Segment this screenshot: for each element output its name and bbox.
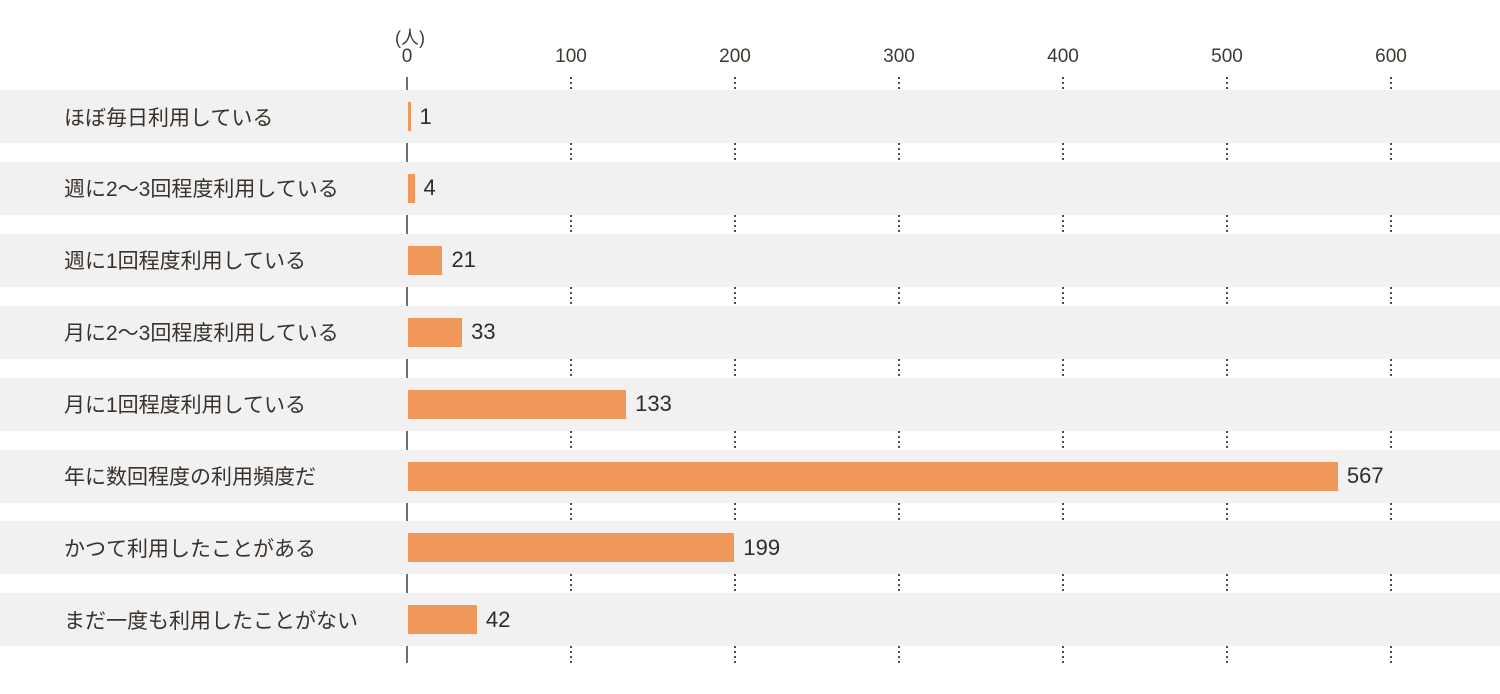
- gridline-dotted-segment: [570, 502, 572, 522]
- value-label: 133: [635, 391, 672, 417]
- x-tick-label: 200: [719, 46, 751, 67]
- gridline-dotted-segment: [1390, 646, 1392, 663]
- x-tick-label: 100: [555, 46, 587, 67]
- chart-row: 週に1回程度利用している: [0, 233, 1500, 287]
- gridline-dotted-segment: [734, 358, 736, 378]
- gridline-dotted-segment: [570, 358, 572, 378]
- bar: [408, 533, 735, 563]
- x-tick-label: 0: [401, 46, 413, 67]
- chart-row: 週に2〜3回程度利用している: [0, 161, 1500, 215]
- chart-row: ほぼ毎日利用している: [0, 90, 1500, 143]
- gridline-dotted-segment: [1390, 214, 1392, 234]
- gridline-dotted-segment: [898, 430, 900, 450]
- bar: [408, 245, 443, 275]
- gridline-dotted-segment: [1226, 646, 1228, 663]
- gridline-dotted-segment: [734, 143, 736, 162]
- category-label: 週に2〜3回程度利用している: [64, 178, 339, 202]
- bar: [408, 317, 463, 347]
- gridline-dotted-segment: [570, 574, 572, 594]
- gridline-dotted-segment: [1062, 214, 1064, 234]
- value-label: 4: [423, 175, 436, 201]
- x-tick-label: 400: [1047, 46, 1079, 67]
- gridline-dotted-segment: [1226, 286, 1228, 306]
- value-label: 1: [419, 103, 432, 129]
- value-label: 21: [451, 247, 476, 273]
- bar: [408, 173, 415, 203]
- gridline-dotted-segment: [570, 143, 572, 162]
- bar: [408, 102, 411, 131]
- category-label: 月に1回程度利用している: [64, 394, 307, 418]
- value-label: 42: [485, 606, 511, 632]
- gridline-dotted-segment: [1062, 430, 1064, 450]
- gridline-dotted-segment: [1226, 77, 1228, 90]
- chart-row: かつて利用したことがある: [0, 521, 1500, 575]
- gridline-dotted-segment: [734, 646, 736, 663]
- gridline-dotted-segment: [734, 430, 736, 450]
- category-label: ほぼ毎日利用している: [64, 106, 274, 130]
- gridline-dotted-segment: [1062, 574, 1064, 594]
- category-label: 週に1回程度利用している: [64, 250, 307, 274]
- gridline-dotted-segment: [734, 286, 736, 306]
- gridline-dotted-segment: [1062, 77, 1064, 90]
- gridline-dotted-segment: [898, 214, 900, 234]
- gridline-dotted-segment: [1062, 502, 1064, 522]
- gridline-dotted-segment: [1226, 143, 1228, 162]
- gridline-dotted-segment: [898, 286, 900, 306]
- gridline-dotted-segment: [1390, 143, 1392, 162]
- gridline-dotted-segment: [898, 77, 900, 90]
- gridline-dotted-segment: [1390, 358, 1392, 378]
- x-tick-label: 600: [1375, 46, 1407, 67]
- gridline-dotted-segment: [1062, 286, 1064, 306]
- chart-row: 月に2〜3回程度利用している: [0, 305, 1500, 359]
- gridline-dotted-segment: [1226, 502, 1228, 522]
- gridline-dotted-segment: [570, 646, 572, 663]
- gridline-dotted-segment: [570, 286, 572, 306]
- gridline-dotted-segment: [1390, 77, 1392, 90]
- gridline-dotted-segment: [734, 77, 736, 90]
- gridline-dotted-segment: [1390, 286, 1392, 306]
- gridline-dotted-segment: [1226, 430, 1228, 450]
- chart-row: 月に1回程度利用している: [0, 377, 1500, 431]
- gridline-dotted-segment: [898, 143, 900, 162]
- bar: [408, 389, 627, 419]
- gridline-dotted-segment: [570, 214, 572, 234]
- gridline-dotted-segment: [898, 574, 900, 594]
- gridline-dotted-segment: [898, 358, 900, 378]
- gridline-dotted-segment: [734, 502, 736, 522]
- gridline-dotted-segment: [898, 646, 900, 663]
- bar: [408, 461, 1338, 491]
- category-label: かつて利用したことがある: [64, 537, 316, 561]
- gridline-dotted-segment: [1390, 502, 1392, 522]
- zero-axis-line: [406, 77, 408, 663]
- value-label: 33: [471, 319, 496, 345]
- x-tick-label: 300: [883, 46, 915, 67]
- gridline-dotted-segment: [570, 430, 572, 450]
- category-label: まだ一度も利用したことがない: [64, 609, 358, 633]
- gridline-dotted-segment: [734, 214, 736, 234]
- chart-row: まだ一度も利用したことがない: [0, 593, 1500, 647]
- gridline-dotted-segment: [734, 574, 736, 594]
- category-label: 月に2〜3回程度利用している: [64, 322, 339, 346]
- gridline-dotted-segment: [1390, 430, 1392, 450]
- gridline-dotted-segment: [1226, 358, 1228, 378]
- axis-unit-label: (人): [395, 28, 425, 48]
- bar: [408, 605, 477, 635]
- value-label: 567: [1346, 463, 1384, 488]
- gridline-dotted-segment: [1062, 143, 1064, 162]
- x-tick-label: 500: [1211, 46, 1243, 67]
- category-label: 年に数回程度の利用頻度だ: [64, 466, 316, 489]
- gridline-dotted-segment: [1390, 574, 1392, 594]
- gridline-dotted-segment: [1226, 574, 1228, 594]
- gridline-dotted-segment: [898, 502, 900, 522]
- gridline-dotted-segment: [1062, 646, 1064, 663]
- gridline-dotted-segment: [570, 77, 572, 90]
- gridline-dotted-segment: [1062, 358, 1064, 378]
- gridline-dotted-segment: [1226, 214, 1228, 234]
- value-label: 199: [743, 534, 781, 560]
